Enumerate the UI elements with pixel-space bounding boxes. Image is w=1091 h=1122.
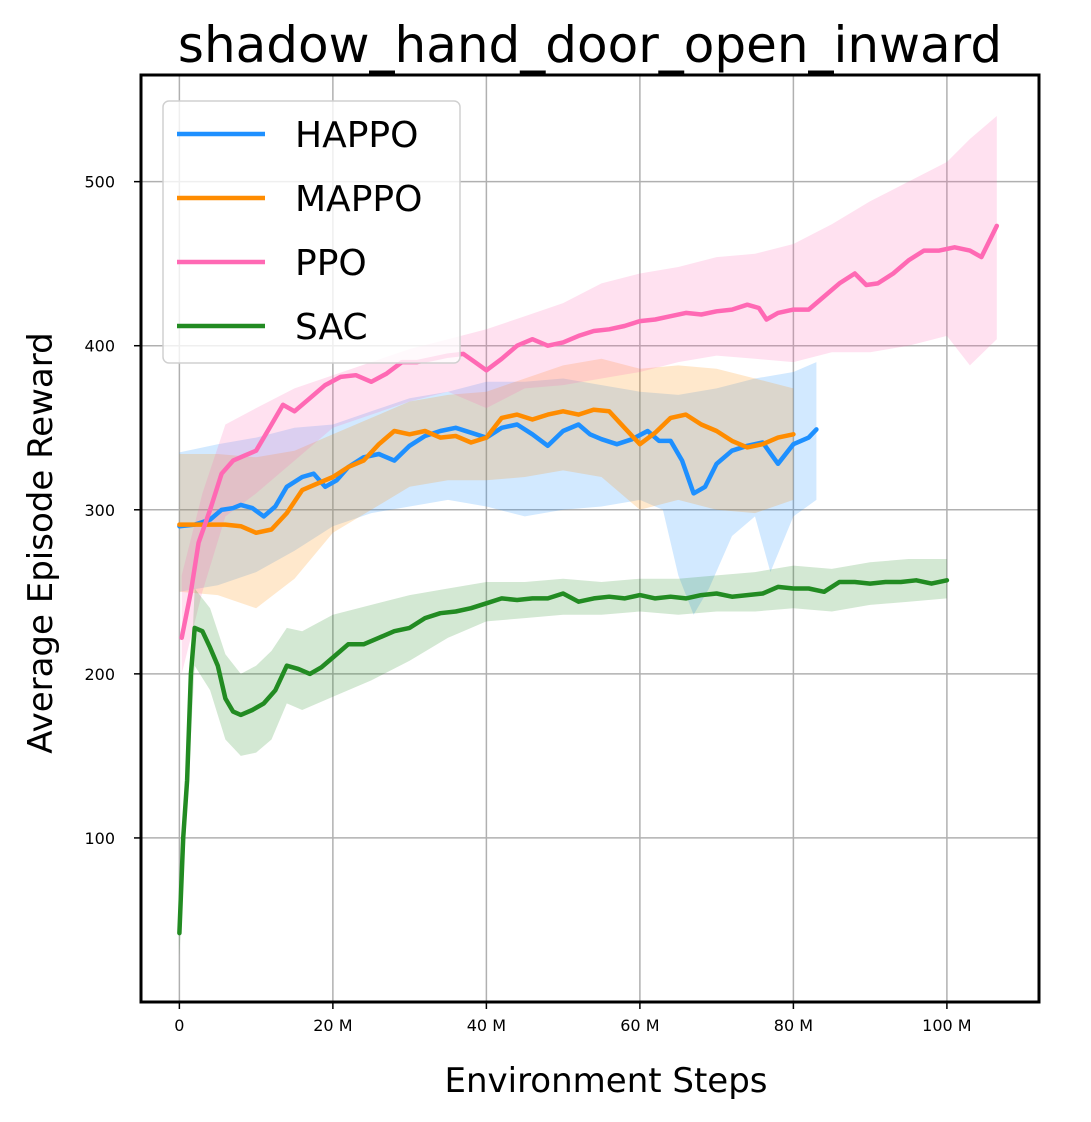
y-tick-label: 500 (84, 173, 115, 192)
x-tick-label: 20 M (313, 1016, 352, 1035)
y-tick-label: 100 (84, 829, 115, 848)
band-happo (179, 362, 817, 615)
series-line-ppo (179, 223, 1000, 641)
x-tick-label: 100 M (922, 1016, 971, 1035)
band-mappo (179, 358, 794, 609)
legend-box (162, 100, 461, 364)
legend-label-sac: SAC (295, 307, 368, 348)
legend-label-happo: HAPPO (295, 115, 418, 156)
axis-ticks: 0 20 M 40 M 60 M 80 M 100 M 100 200 300 400 500 (84, 173, 971, 1035)
y-axis-label: Average Episode Reward (21, 332, 61, 753)
legend: HAPPO MAPPO PPO SAC (162, 100, 461, 364)
chart-title: shadow_hand_door_open_inward (178, 16, 1002, 74)
series-line-happo (177, 422, 819, 529)
band-ppo (181, 116, 997, 674)
confidence-bands (179, 116, 997, 957)
series-lines (177, 223, 1000, 936)
band-sac (179, 559, 947, 957)
y-tick-label: 400 (84, 337, 115, 356)
y-tick-label: 300 (84, 501, 115, 520)
legend-label-mappo: MAPPO (295, 179, 422, 220)
x-tick-label: 40 M (467, 1016, 506, 1035)
series-line-sac (177, 578, 950, 936)
plot-frame (139, 73, 1041, 1004)
x-tick-label: 60 M (620, 1016, 659, 1035)
x-tick-label: 80 M (774, 1016, 813, 1035)
y-tick-label: 200 (84, 665, 115, 684)
series-line-mappo (177, 407, 796, 536)
x-tick-label: 0 (174, 1016, 184, 1035)
legend-label-ppo: PPO (295, 243, 367, 284)
x-axis-label: Environment Steps (444, 1061, 767, 1101)
